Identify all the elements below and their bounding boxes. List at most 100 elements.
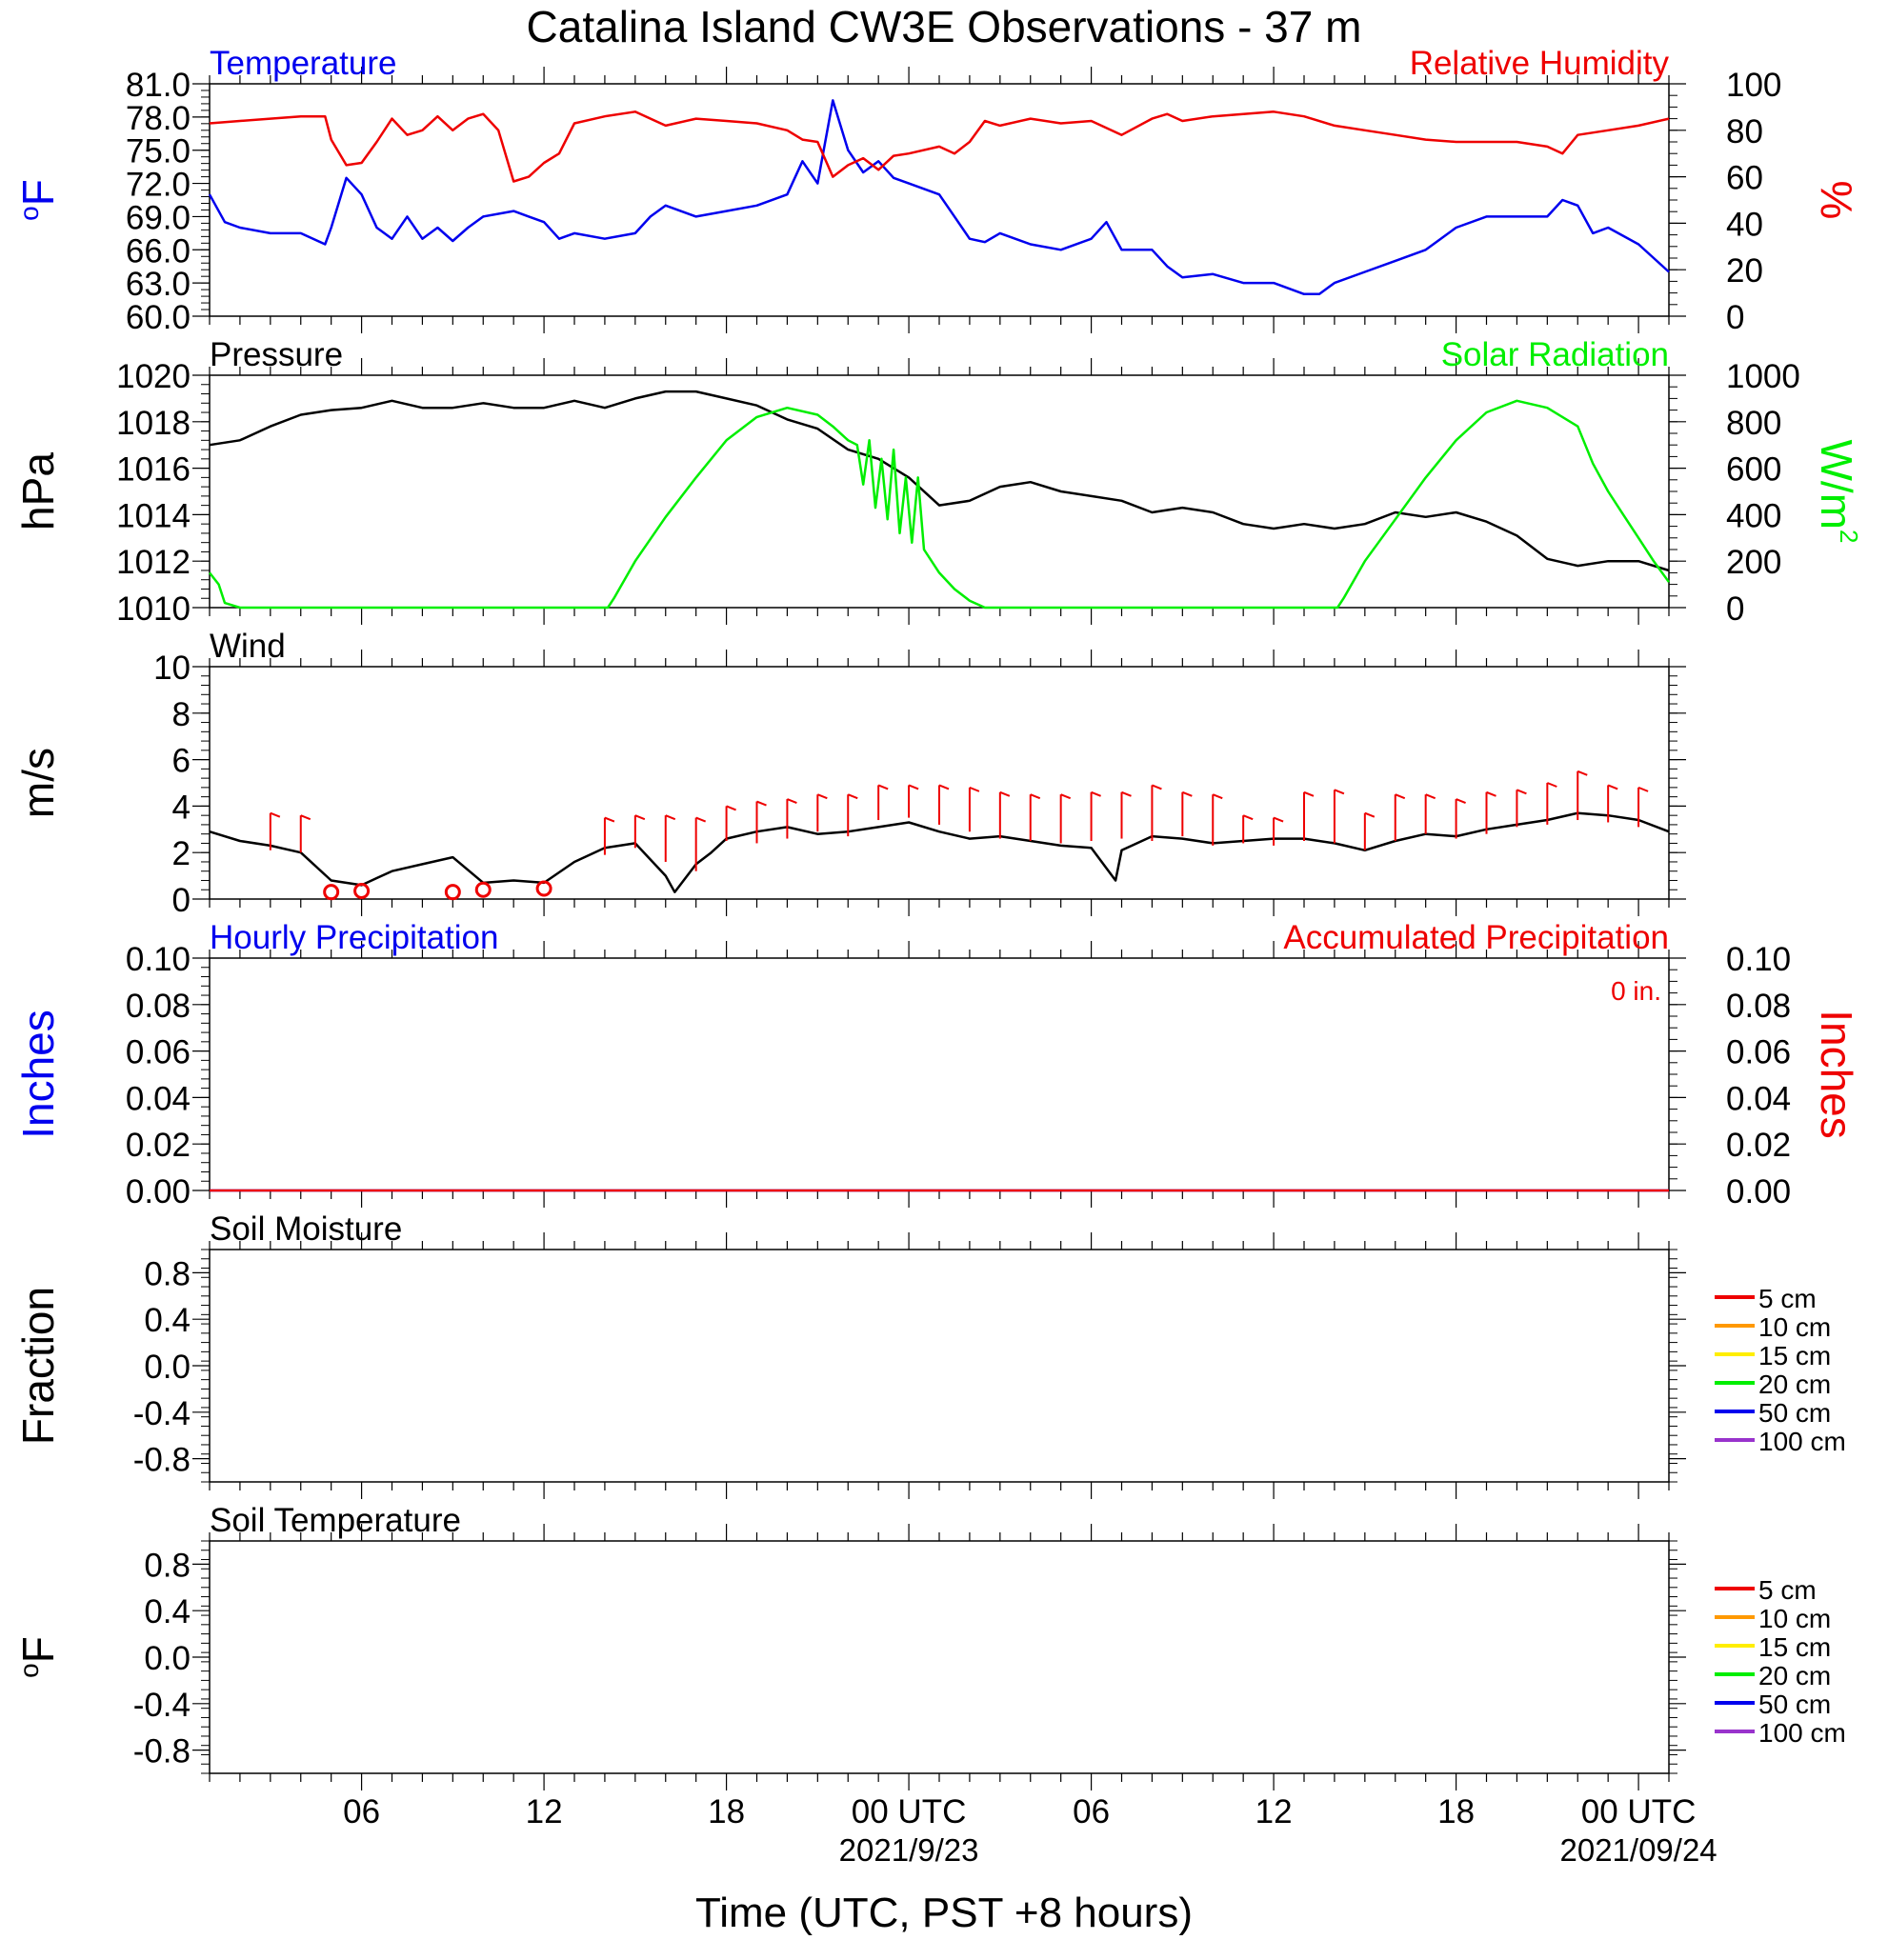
wind-barb-flag: [695, 816, 707, 823]
y-tick-label-right: 0.00: [1726, 1173, 1791, 1210]
legend-label: 10 cm: [1758, 1312, 1831, 1342]
panels: 81.078.075.072.069.066.063.060.010080604…: [13, 45, 1863, 1868]
y-axis-label-left: hPa: [13, 452, 63, 530]
y-tick-label-left: 72.0: [126, 167, 191, 204]
wind-barb-flag: [1456, 798, 1466, 805]
y-tick-label-left: 66.0: [126, 232, 191, 270]
series-line-relative-humidity: [209, 110, 1670, 183]
x-tick-label: 06: [1073, 1793, 1110, 1830]
x-tick-label: 18: [1437, 1793, 1475, 1830]
y-tick-label-left: -0.8: [133, 1733, 191, 1770]
y-tick-label-left: 1018: [116, 405, 191, 442]
wind-barb-flag: [1303, 790, 1315, 797]
x-tick-label: 12: [526, 1793, 563, 1830]
x-tick-label: 18: [708, 1793, 745, 1830]
y-axis-label-left-unit: F: [13, 1636, 63, 1663]
y-axis-label-left-text: Inches: [13, 1010, 63, 1139]
calm-marker: [323, 884, 340, 901]
x-tick-label: 06: [343, 1793, 380, 1830]
y-tick-label-left: 1010: [116, 590, 191, 628]
y-tick-label-left: -0.8: [133, 1442, 191, 1479]
legend-label: 10 cm: [1758, 1604, 1831, 1633]
wind-barb-flag: [1607, 784, 1618, 790]
y-tick-label-right: 20: [1726, 252, 1763, 290]
y-tick-label-left: 0.0: [144, 1349, 191, 1386]
y-tick-label-left: 63.0: [126, 266, 191, 303]
calm-marker: [353, 882, 371, 899]
y-tick-label-left: 0.8: [144, 1255, 191, 1292]
wind-barb-flag: [270, 811, 281, 818]
legend-label: 5 cm: [1758, 1575, 1817, 1605]
series-line-temperature: [208, 99, 1670, 296]
y-tick-label-left: 60.0: [126, 299, 191, 336]
wind-barb-flag: [1395, 793, 1406, 800]
y-tick-label-left: 2: [172, 835, 191, 872]
y-tick-label-left: 0.4: [144, 1302, 191, 1339]
y-tick-label-left: 10: [153, 650, 191, 687]
wind-barb-flag: [726, 805, 736, 811]
legend-label: 50 cm: [1758, 1398, 1831, 1428]
wind-barb-flag: [1425, 793, 1436, 800]
y-tick-label-left: 1016: [116, 451, 191, 489]
wind-barb-flag: [756, 800, 767, 807]
y-tick-label-right: 100: [1726, 67, 1781, 104]
plot-frame: [209, 1540, 1670, 1774]
wind-barb-flag: [1030, 793, 1041, 800]
y-tick-label-left: 69.0: [126, 199, 191, 236]
y-tick-label-left: 0.04: [126, 1080, 191, 1117]
y-tick-label-left: -0.4: [133, 1395, 191, 1432]
y-axis-label-left-text: m/s: [13, 748, 63, 818]
y-axis-label-left-unit: F: [13, 179, 63, 206]
wind-barb-flag: [1091, 790, 1101, 797]
legend-label: 20 cm: [1758, 1661, 1831, 1690]
y-tick-label-right: 600: [1726, 451, 1781, 489]
y-axis-label-left-text: Fraction: [13, 1287, 63, 1445]
wind-barb-flag: [847, 793, 858, 800]
y-tick-label-left: 0.0: [144, 1640, 191, 1677]
chart-title: Catalina Island CW3E Observations - 37 m: [527, 2, 1362, 51]
wind-barb-flag: [1334, 789, 1345, 795]
y-tick-label-left: -0.4: [133, 1687, 191, 1724]
wind-barb-flag: [816, 793, 828, 800]
wind-barb-flag: [1181, 790, 1193, 797]
y-axis-label-right-text: %: [1812, 181, 1861, 220]
y-axis-label-left-text: hPa: [13, 452, 63, 530]
y-tick-label-left: 0.8: [144, 1547, 191, 1584]
y-tick-label-left: 0.00: [126, 1173, 191, 1210]
plot-frame: [209, 957, 1670, 1191]
y-tick-label-right: 0.10: [1726, 941, 1791, 978]
y-tick-label-left: 1020: [116, 358, 191, 395]
y-axis-label-left: Inches: [13, 1010, 63, 1139]
y-tick-label-right: 0.02: [1726, 1127, 1791, 1164]
wind-barb-flag: [1212, 793, 1223, 800]
legend-label: 20 cm: [1758, 1370, 1831, 1399]
wind-barb-flag: [938, 784, 950, 790]
y-tick-label-right: 0.04: [1726, 1080, 1791, 1117]
series-line-pressure: [209, 390, 1670, 572]
wind-barb-flag: [1364, 811, 1376, 818]
y-tick-label-left: 0.4: [144, 1593, 191, 1630]
panel-title-right: Relative Humidity: [1410, 45, 1670, 82]
y-tick-label-left: 1012: [116, 544, 191, 581]
y-axis-label-right: W/m2: [1812, 440, 1863, 544]
panel-title-left: Soil Moisture: [210, 1210, 402, 1248]
wind-barb-flag: [1577, 770, 1588, 776]
wind-barb-flag: [787, 798, 797, 805]
wind-barb-flag: [1637, 786, 1649, 792]
y-tick-label-left: 75.0: [126, 133, 191, 170]
y-tick-label-left: 8: [172, 696, 191, 733]
series-line-wind: [209, 811, 1670, 893]
y-tick-label-right: 0: [1726, 299, 1744, 336]
x-tick-label: 00 UTC: [852, 1793, 967, 1830]
wind-barb-flag: [634, 814, 646, 821]
legend-label: 15 cm: [1758, 1632, 1831, 1662]
y-tick-label-right: 80: [1726, 113, 1763, 150]
legend-label: 100 cm: [1758, 1427, 1846, 1456]
y-axis-label-left: m/s: [13, 748, 63, 818]
y-axis-label-left: oF: [13, 1636, 63, 1678]
panel-title-left: Temperature: [210, 45, 396, 82]
wind-barb-flag: [1152, 784, 1162, 790]
accumulated-value: 0 in.: [1611, 976, 1661, 1006]
y-tick-label-left: 0.10: [126, 941, 191, 978]
y-tick-label-right: 0.08: [1726, 988, 1791, 1025]
